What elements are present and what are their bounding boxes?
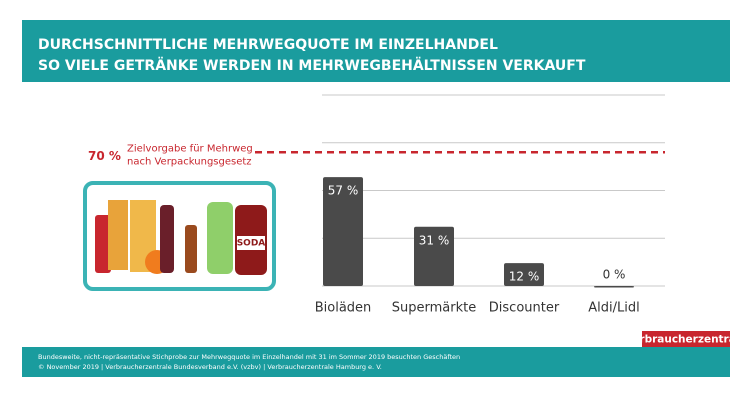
target-text: nach Verpackungsgesetz <box>127 156 252 167</box>
target-label: 70 % <box>88 149 121 163</box>
x-tick-label: Aldi/Lidl <box>588 301 639 316</box>
footnote: Bundesweite, nicht-repräsentative Stichp… <box>38 353 460 361</box>
footer-band <box>22 347 730 377</box>
x-tick-label: Bioläden <box>315 301 372 316</box>
x-tick-label: Discounter <box>489 301 560 316</box>
value-label: 31 % <box>419 233 450 247</box>
x-tick-label: Supermärkte <box>392 301 476 316</box>
logo-box <box>642 331 730 347</box>
value-label: 57 % <box>328 184 359 198</box>
chart-title: DURCHSCHNITTLICHE MEHRWEGQUOTE IM EINZEL… <box>38 37 498 53</box>
target-text: Zielvorgabe für Mehrweg <box>127 143 253 154</box>
svg-text:SODA: SODA <box>237 239 266 249</box>
title-banner <box>22 20 730 82</box>
value-label: 12 % <box>509 270 540 284</box>
bar <box>594 286 634 288</box>
logo: verbraucherzentrale <box>625 334 746 346</box>
footnote: © November 2019 | Verbraucherzentrale Bu… <box>38 363 382 371</box>
bar <box>414 226 454 286</box>
chart-subtitle: SO VIELE GETRÄNKE WERDEN IN MEHRWEGBEHÄL… <box>38 57 586 74</box>
bottles-illustration: SODA <box>83 181 276 291</box>
bar <box>504 263 544 286</box>
bar <box>323 177 363 286</box>
value-label: 0 % <box>603 268 626 282</box>
